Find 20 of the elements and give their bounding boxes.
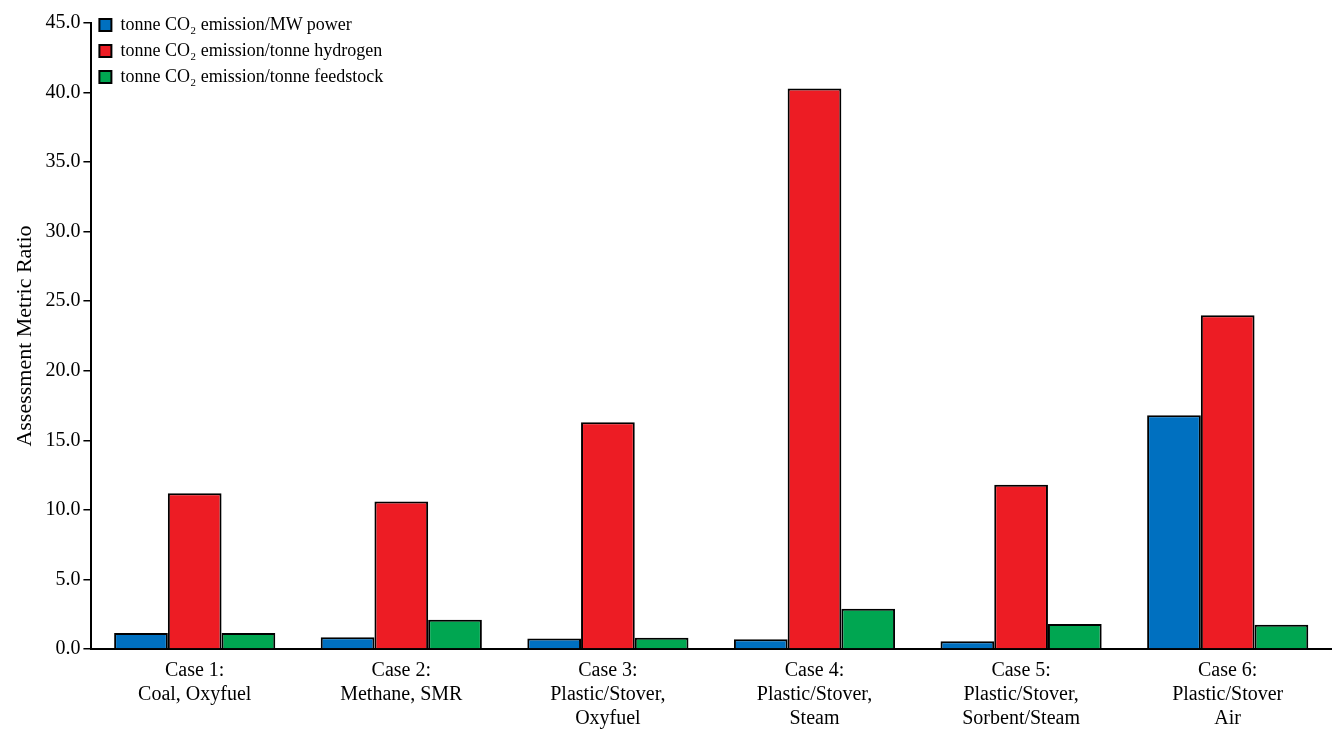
legend-label: tonne CO₂ emission/MW power [120, 13, 352, 34]
x-tick-label: Case 1: Coal, Oxyfuel [138, 658, 252, 706]
y-tick-label: 0.0 [55, 636, 81, 659]
y-tick-label: 45.0 [45, 10, 81, 33]
y-tick-label: 15.0 [45, 427, 81, 450]
x-tick-label: Case 5: Plastic/Stover, Sorbent/Steam [962, 658, 1081, 729]
y-tick-label: 5.0 [55, 566, 81, 589]
y-tick-label: 40.0 [45, 79, 81, 102]
x-tick-label: Case 4: Plastic/Stover, Steam [756, 658, 873, 729]
y-tick-label: 25.0 [45, 288, 81, 311]
y-tick-label: 20.0 [45, 358, 81, 381]
x-tick-label: Case 2: Methane, SMR [340, 658, 464, 705]
y-tick-label: 30.0 [45, 218, 81, 241]
legend-label: tonne CO₂ emission/tonne feedstock [120, 65, 384, 86]
legend-label: tonne CO₂ emission/tonne hydrogen [120, 39, 383, 60]
y-tick-label: 10.0 [45, 497, 81, 520]
x-tick-label: Case 3: Plastic/Stover, Oxyfuel [550, 658, 666, 730]
x-tick-label: Case 6: Plastic/Stover Air [1172, 658, 1284, 729]
y-axis-title: Assessment Metric Ratio [10, 225, 36, 447]
y-tick-label: 35.0 [45, 149, 81, 172]
